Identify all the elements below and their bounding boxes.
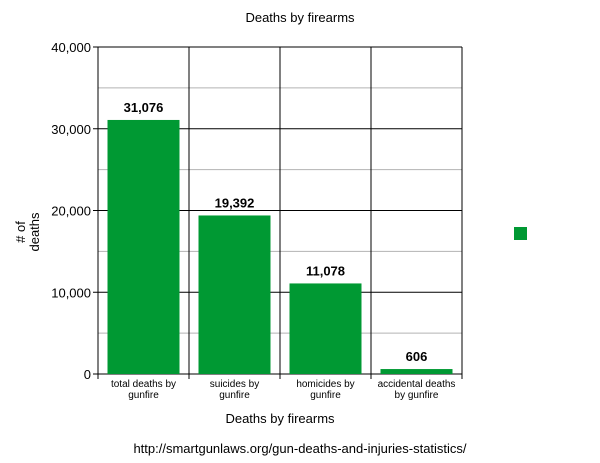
x-tick-label: suicides by gunfire xyxy=(210,379,259,401)
bar xyxy=(289,283,362,374)
y-tick-label: 0 xyxy=(84,367,91,382)
source-link[interactable]: http://smartgunlaws.org/gun-deaths-and-i… xyxy=(133,441,467,456)
x-tick-label: accidental deaths by gunfire xyxy=(378,379,456,401)
bar xyxy=(380,369,453,374)
x-tick-label: homicides by gunfire xyxy=(296,379,354,401)
data-label: 19,392 xyxy=(215,195,255,210)
data-label: 31,076 xyxy=(124,100,164,115)
x-axis-title: Deaths by firearms xyxy=(225,411,335,426)
chart-title: Deaths by firearms xyxy=(245,10,355,25)
data-label: 606 xyxy=(406,349,428,364)
x-tick-label: total deaths by gunfire xyxy=(111,379,176,401)
legend-swatch xyxy=(514,227,527,240)
bar xyxy=(107,119,180,374)
y-tick-label: 30,000 xyxy=(51,122,91,137)
data-label: 11,078 xyxy=(306,263,345,278)
y-axis-title: # ofdeaths xyxy=(13,212,42,252)
y-tick-label: 10,000 xyxy=(51,285,91,300)
bar xyxy=(198,215,271,374)
y-tick-label: 20,000 xyxy=(51,204,91,219)
y-tick-label: 40,000 xyxy=(51,40,91,55)
